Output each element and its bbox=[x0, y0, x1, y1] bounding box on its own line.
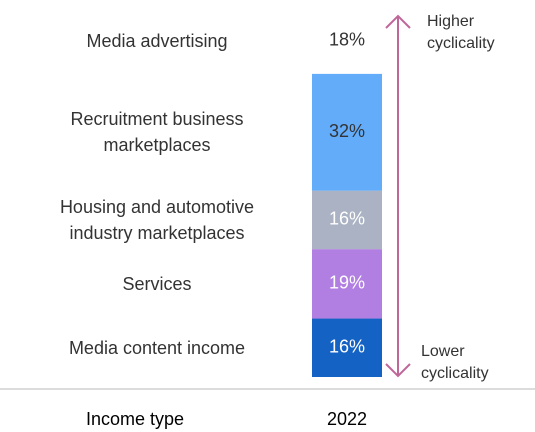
arrow-head-down bbox=[385, 363, 411, 378]
value-label: 16% bbox=[329, 337, 365, 357]
value-label: 18% bbox=[329, 30, 365, 50]
value-label: 19% bbox=[329, 273, 365, 293]
bar-segment bbox=[312, 8, 382, 74]
category-label: Media advertising bbox=[86, 30, 228, 51]
period-label: 2022 bbox=[327, 409, 367, 429]
bar-segment bbox=[312, 190, 382, 250]
x-axis-label: Income type bbox=[86, 409, 184, 429]
category-label: Services bbox=[122, 273, 192, 294]
bar-segment bbox=[312, 249, 382, 319]
category-label: Media content income bbox=[68, 337, 246, 358]
annotation-higher: Higher cyclicality bbox=[427, 13, 495, 52]
category-label: Recruitment business marketplaces bbox=[70, 109, 244, 156]
annotation-lower: Lower cyclicality bbox=[421, 343, 489, 382]
value-label: 32% bbox=[329, 121, 365, 141]
arrow-head-up bbox=[385, 14, 411, 29]
bar-segment bbox=[312, 318, 382, 377]
bar-segment bbox=[312, 73, 382, 191]
category-label: Housing and automotive industry marketpl… bbox=[59, 196, 255, 243]
value-label: 16% bbox=[329, 209, 365, 229]
